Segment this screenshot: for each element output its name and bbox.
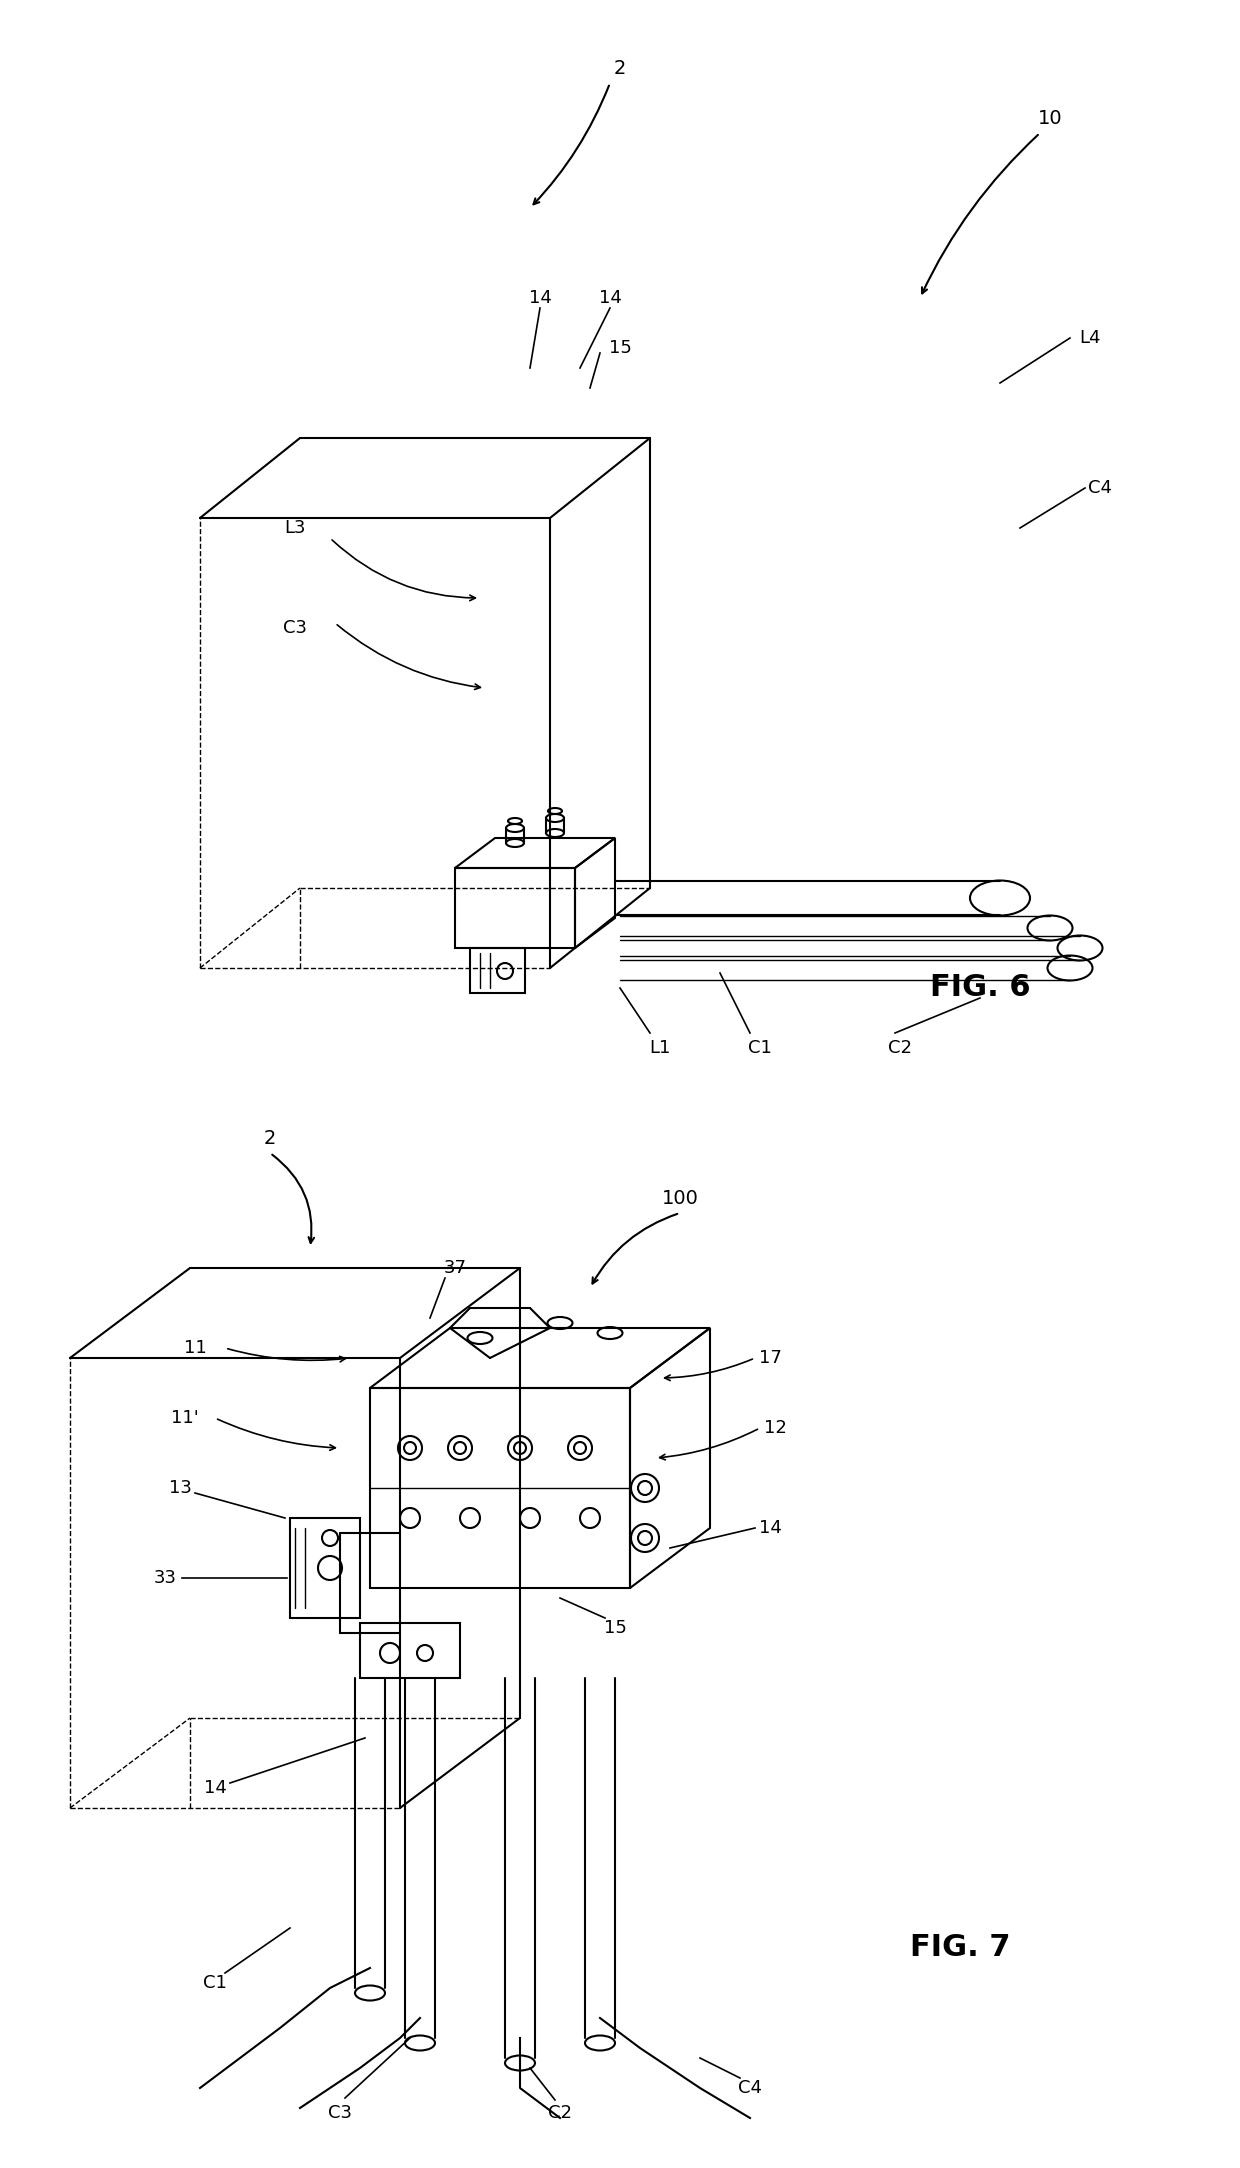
Text: FIG. 7: FIG. 7 [910,1934,1011,1962]
Text: C4: C4 [738,2079,763,2096]
Text: 14: 14 [528,288,552,308]
Text: C4: C4 [1087,479,1112,496]
Bar [470,947,525,993]
Text: 12: 12 [764,1420,786,1437]
Bar [455,867,575,947]
Text: 37: 37 [444,1260,466,1277]
Text: 11: 11 [184,1340,206,1357]
Bar [360,1624,460,1678]
Text: 13: 13 [169,1479,191,1496]
Text: C3: C3 [329,2103,352,2122]
Text: 2: 2 [264,1130,277,1147]
Text: 33: 33 [154,1570,176,1587]
Text: 14: 14 [759,1520,781,1537]
Text: L3: L3 [284,518,306,538]
Text: L1: L1 [650,1038,671,1058]
Text: 14: 14 [203,1780,227,1797]
Text: C2: C2 [548,2103,572,2122]
Text: C3: C3 [283,620,308,637]
Text: C1: C1 [203,1975,227,1992]
Text: 2: 2 [614,59,626,78]
Text: 10: 10 [1038,108,1063,128]
Text: 11': 11' [171,1409,198,1427]
Text: 17: 17 [759,1348,781,1368]
Text: C2: C2 [888,1038,911,1058]
Text: FIG. 6: FIG. 6 [930,973,1030,1002]
Bar [370,1388,630,1587]
Text: 14: 14 [599,288,621,308]
Text: 15: 15 [609,338,631,358]
Text: 15: 15 [604,1619,626,1637]
Bar [290,1518,360,1617]
Text: 100: 100 [662,1188,698,1208]
Text: L4: L4 [1079,330,1101,347]
Text: C1: C1 [748,1038,773,1058]
